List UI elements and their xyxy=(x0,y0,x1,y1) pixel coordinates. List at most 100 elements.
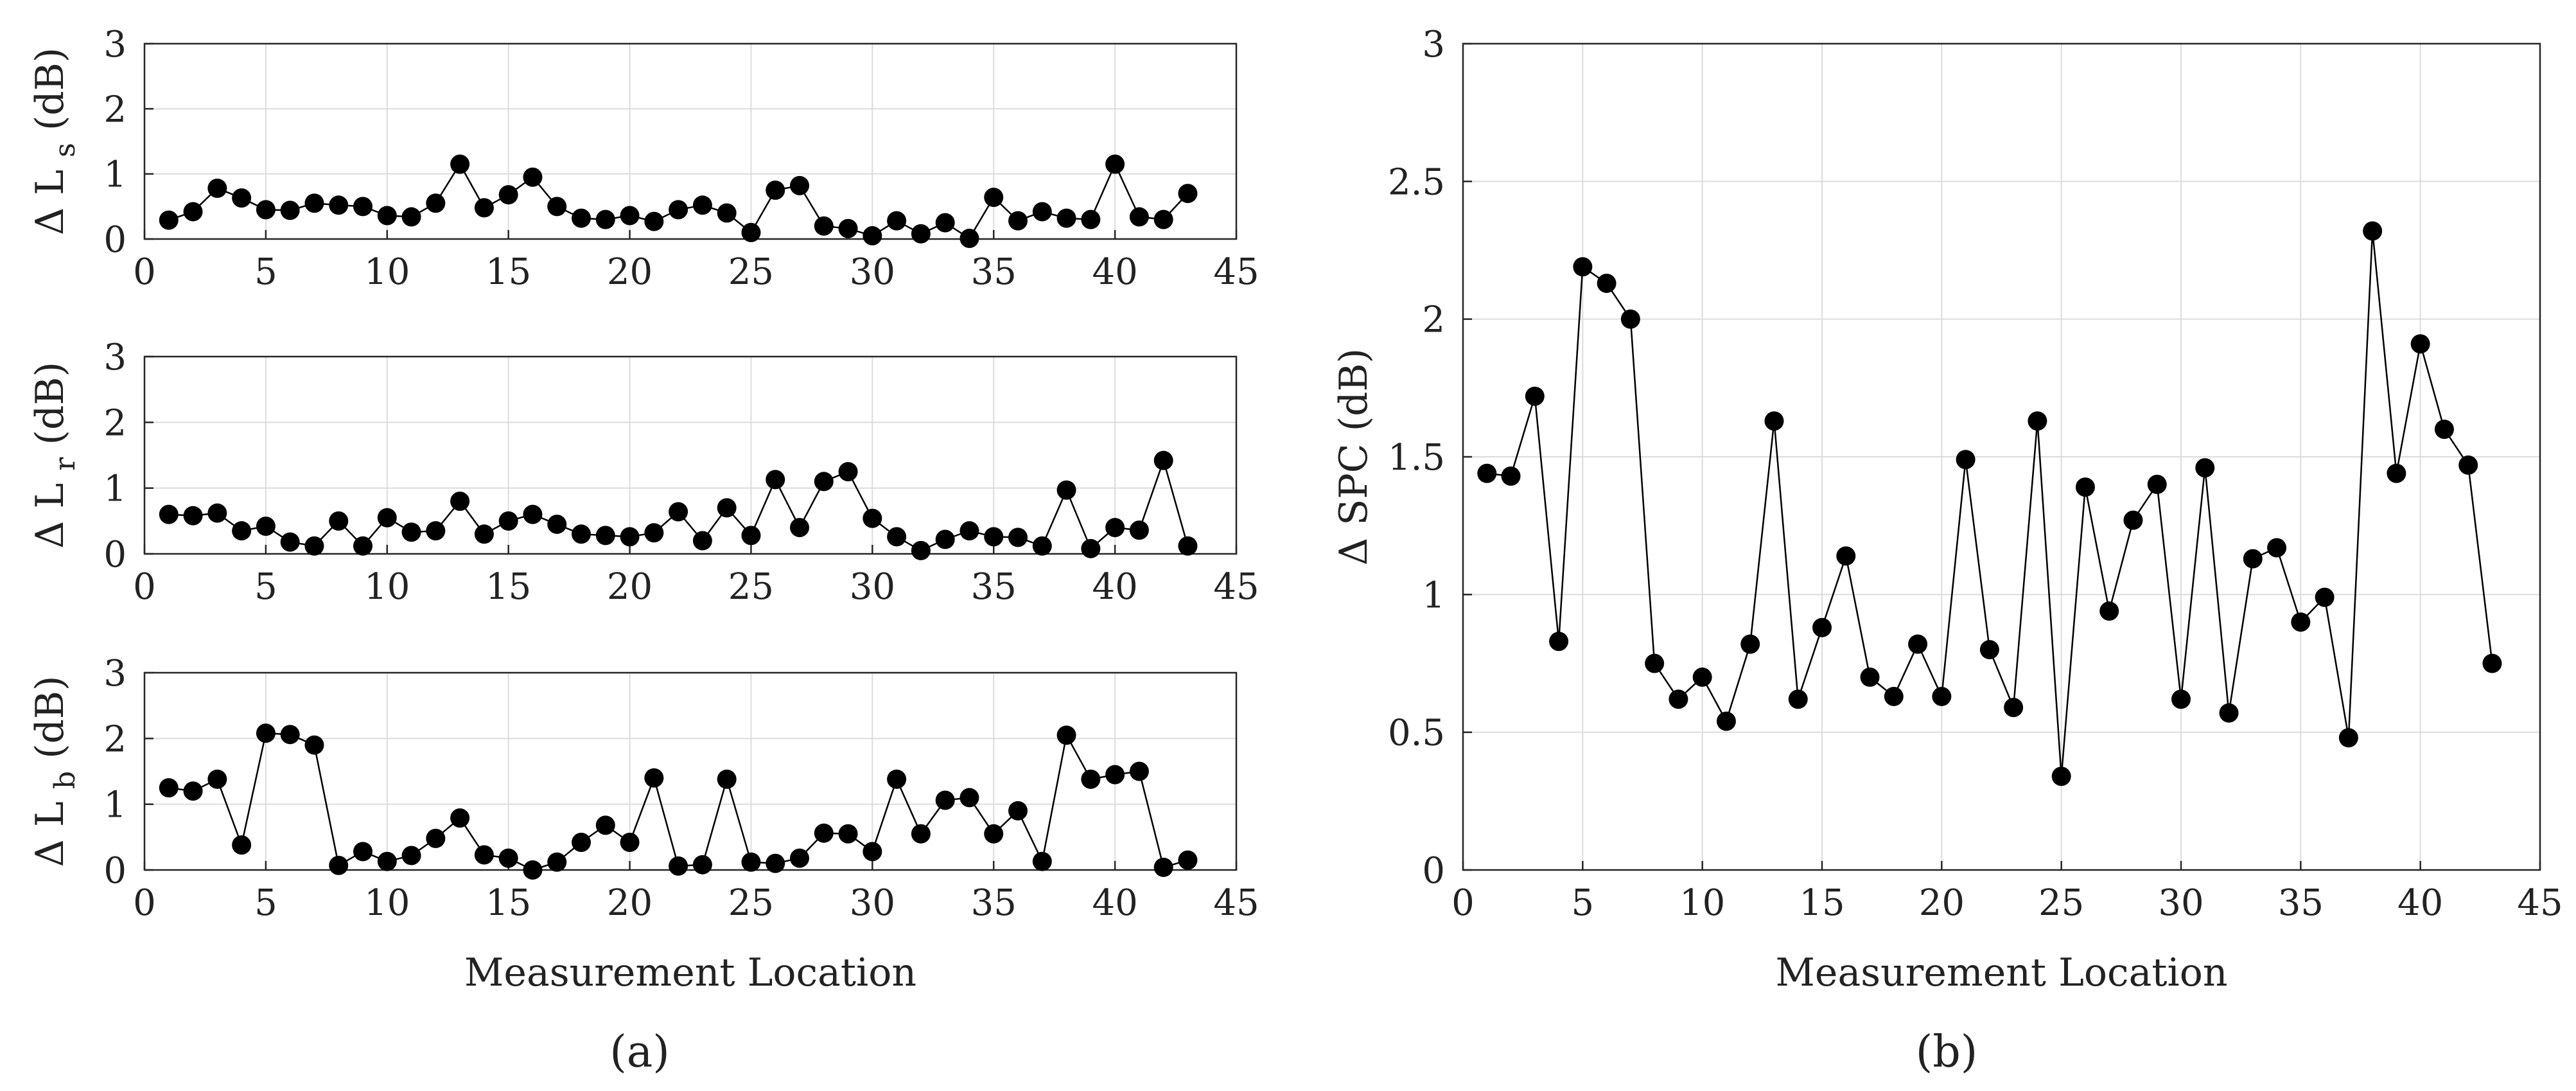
chart-a-top-xtick-label: 0 xyxy=(133,251,156,293)
chart-a-middle-data-point xyxy=(959,521,979,541)
chart-a-middle-ytick-label: 1 xyxy=(103,468,127,510)
chart-a-bottom-ylabel-subscript: b xyxy=(49,771,82,789)
chart-a-bottom-data-point xyxy=(572,833,591,853)
chart-a-top-xtick-label: 35 xyxy=(971,251,1017,293)
chart-a-middle-ylabel-main: Δ L xyxy=(28,471,73,549)
chart-a-bottom-ylabel-unit: (dB) xyxy=(28,676,73,771)
chart-a-top-xtick-label: 20 xyxy=(607,251,653,293)
chart-a-middle-data-point xyxy=(766,470,785,490)
chart-a-bottom-xtick-label: 10 xyxy=(364,882,410,924)
chart-a-middle-data-point xyxy=(207,503,227,523)
chart-a-middle-data-point xyxy=(717,498,737,518)
chart-b-xtick-label: 0 xyxy=(1451,882,1475,924)
chart-b-data-point xyxy=(1979,640,1999,660)
chart-b-data-point xyxy=(2051,767,2071,786)
chart-a-middle-xtick-label: 40 xyxy=(1092,566,1137,608)
chart-a-top-data-point xyxy=(1178,184,1198,204)
chart-a-top-ylabel: Δ L s (dB) xyxy=(28,48,82,235)
chart-b-data-point xyxy=(1908,634,1928,654)
chart-a-middle-data-point xyxy=(353,536,372,556)
chart-a-top-ytick-label: 3 xyxy=(103,24,127,66)
chart-a-middle-xtick-label: 20 xyxy=(607,566,653,608)
chart-a-bottom-data-point xyxy=(1105,765,1125,785)
chart-b-data-point xyxy=(2147,474,2167,494)
chart-a-top-data-point xyxy=(183,202,203,222)
chart-b-xtick-label: 15 xyxy=(1799,882,1844,924)
chart-a-bottom-data-point xyxy=(790,848,809,868)
chart-a-top-data-point xyxy=(401,207,421,227)
chart-a-middle-ytick-label: 2 xyxy=(103,402,127,444)
chart-a-bottom-ytick-label: 0 xyxy=(103,850,127,892)
chart-a-bottom-data-point xyxy=(304,735,324,755)
chart-a-top-data-point xyxy=(620,206,640,226)
chart-a-bottom-data-point xyxy=(523,860,543,880)
chart-b-data-point xyxy=(2075,477,2095,497)
chart-a-top-data-point xyxy=(304,193,324,213)
chart-b-data-point xyxy=(1836,546,1856,566)
chart-a-top-data-point xyxy=(717,203,737,223)
chart-a-middle-data-point xyxy=(863,508,882,528)
chart-b-data-point xyxy=(1501,466,1521,486)
chart-a-middle-plot: 0 5 10 15 20 25 30 35 40 45 0 1 2 3 Δ L r (dB) xyxy=(28,337,1259,608)
chart-b-data-point xyxy=(2028,411,2047,431)
chart-a-bottom-data-point xyxy=(863,842,882,862)
chart-a-middle-data-point xyxy=(935,529,955,549)
chart-a-top-data-point xyxy=(450,154,470,174)
chart-a-middle-xtick-label: 0 xyxy=(133,566,156,608)
chart-a-bottom-data-point xyxy=(498,848,518,868)
chart-a-middle-data-point xyxy=(572,524,591,544)
chart-a-bottom-data-point xyxy=(1178,850,1198,870)
chart-a-bottom-data-point xyxy=(353,842,372,862)
chart-a-bottom-xtick-label: 5 xyxy=(254,882,277,924)
chart-a-middle-data-point xyxy=(838,462,858,482)
chart-a-bottom-data-point xyxy=(887,769,907,789)
chart-a-top-data-point xyxy=(692,195,712,215)
chart-a-middle-data-point xyxy=(595,526,615,546)
chart-a-top-ytick-label: 1 xyxy=(103,154,127,196)
chart-a-bottom-data-point xyxy=(329,855,349,875)
chart-a-bottom-data-point xyxy=(1129,761,1149,781)
chart-a-bottom-data-point xyxy=(669,856,688,876)
chart-a-middle-data-point xyxy=(329,511,349,531)
chart-b-data-point xyxy=(2338,728,2358,748)
chart-a-top-data-point xyxy=(959,228,979,248)
chart-a-top-plot: 0 5 10 15 20 25 30 35 40 45 0 1 2 3 Δ L s (dB) xyxy=(28,24,1259,293)
chart-a-middle-xtick-label: 35 xyxy=(971,566,1017,608)
chart-a-bottom-data-point xyxy=(159,778,179,798)
chart-a-top-data-point xyxy=(838,218,858,238)
chart-b-data-point xyxy=(1477,463,1497,483)
chart-a-top-data-point xyxy=(1056,208,1076,228)
chart-a-bottom-data-point xyxy=(1081,769,1101,789)
chart-b-ytick-label: 0.5 xyxy=(1388,713,1445,754)
chart-a-top-data-point xyxy=(644,211,664,231)
chart-b-data-point xyxy=(1549,632,1569,652)
chart-a-bottom-xtick-label: 25 xyxy=(728,882,774,924)
chart-a-bottom-xtick-label: 20 xyxy=(607,882,653,924)
chart-a-bottom-data-point xyxy=(232,835,252,855)
chart-b-data-point xyxy=(2387,463,2406,483)
chart-b-ytick-label: 2 xyxy=(1422,299,1445,341)
chart-a-top-data-point xyxy=(377,206,397,226)
chart-b-data-point xyxy=(1956,450,1976,470)
chart-b-xtick-label: 5 xyxy=(1572,882,1595,924)
chart-b-data-point xyxy=(2458,455,2478,475)
chart-a-top-xtick-label: 5 xyxy=(254,251,277,293)
chart-a-bottom-data-point xyxy=(1153,857,1173,877)
chart-a-top-data-point xyxy=(498,185,518,205)
chart-b-data-point xyxy=(1788,689,1808,709)
chart-a-middle-data-point xyxy=(1129,520,1149,540)
chart-a-bottom-data-point xyxy=(547,852,567,872)
chart-a-top-ytick-label: 0 xyxy=(103,219,127,261)
chart-a-bottom-plot-area xyxy=(145,673,1236,870)
chart-a-middle-ylabel-unit: (dB) xyxy=(28,362,73,457)
chart-a-top-data-point xyxy=(474,198,494,218)
chart-a-top-data-point xyxy=(1153,209,1173,229)
chart-a-middle-ylabel: Δ L r (dB) xyxy=(28,362,82,549)
chart-a-middle-data-point xyxy=(232,521,252,541)
chart-a-middle-xtick-label: 45 xyxy=(1213,566,1259,608)
chart-a-top-data-point xyxy=(1129,207,1149,227)
chart-a-middle-data-point xyxy=(401,522,421,542)
chart-a-bottom-xtick-label: 40 xyxy=(1092,882,1137,924)
chart-a-bottom-xtick-label: 30 xyxy=(850,882,895,924)
chart-a-top-xtick-label: 25 xyxy=(728,251,774,293)
